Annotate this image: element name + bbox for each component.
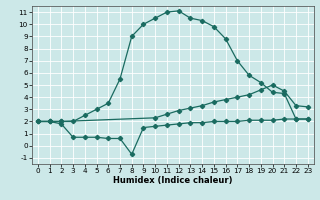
X-axis label: Humidex (Indice chaleur): Humidex (Indice chaleur) [113,176,233,185]
